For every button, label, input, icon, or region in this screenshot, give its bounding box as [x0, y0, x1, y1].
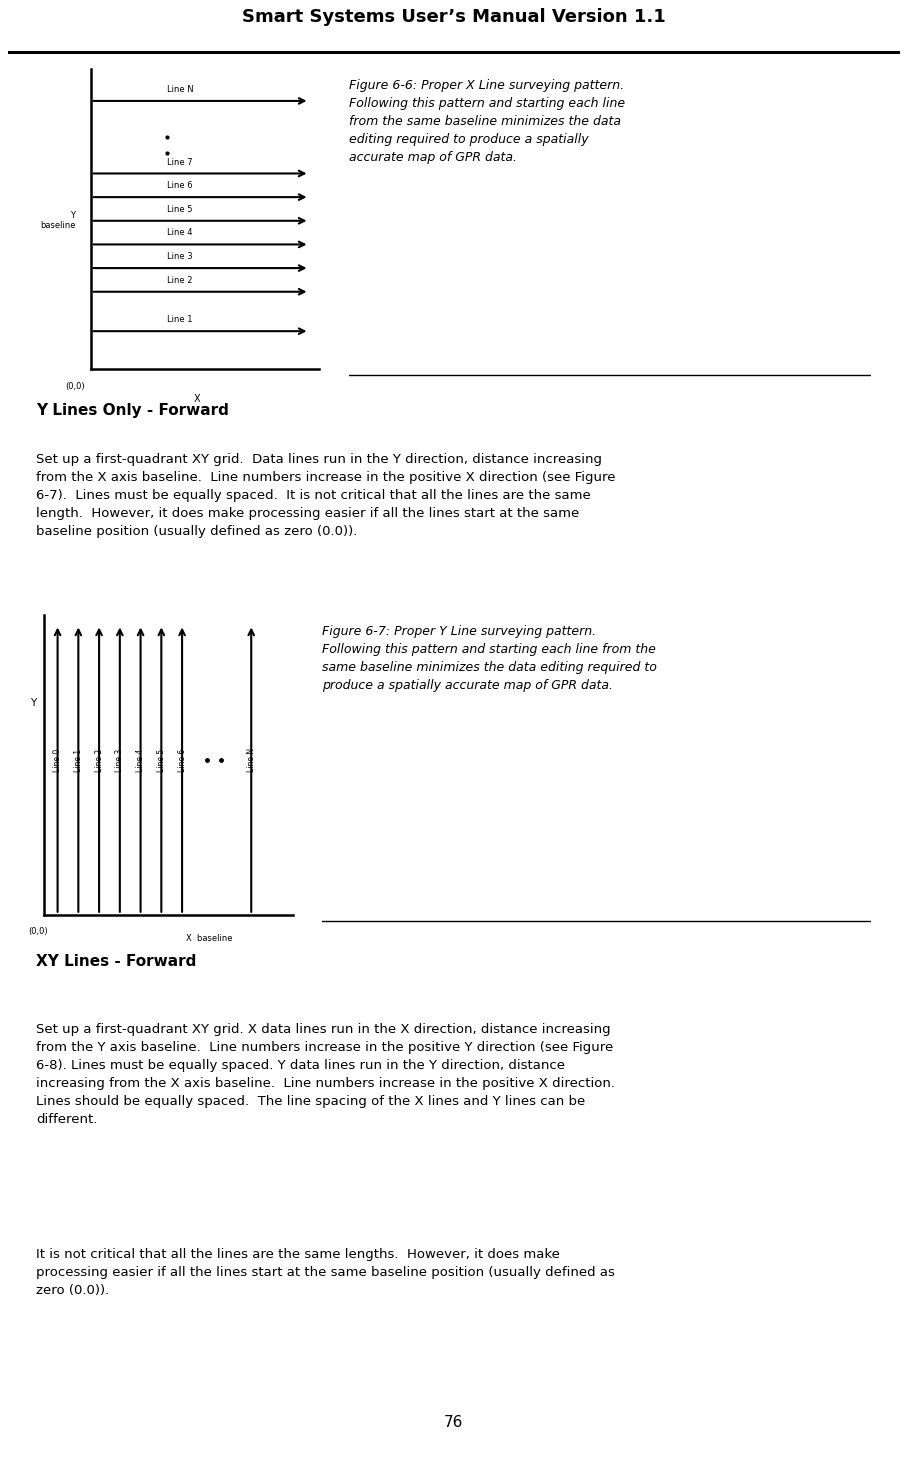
- Text: It is not critical that all the lines are the same lengths.  However, it does ma: It is not critical that all the lines ar…: [36, 1248, 615, 1297]
- Text: Line 0: Line 0: [54, 748, 62, 772]
- Text: Line 5: Line 5: [167, 205, 192, 214]
- Text: Line 6: Line 6: [178, 748, 187, 772]
- Text: (0,0): (0,0): [65, 381, 84, 390]
- Text: 76: 76: [444, 1416, 463, 1430]
- Text: Line 3: Line 3: [167, 252, 192, 261]
- Text: Y
baseline: Y baseline: [40, 211, 75, 230]
- Text: Figure 6-6: Proper X Line surveying pattern.
Following this pattern and starting: Figure 6-6: Proper X Line surveying patt…: [349, 79, 625, 164]
- Text: Set up a first-quadrant XY grid.  Data lines run in the Y direction, distance in: Set up a first-quadrant XY grid. Data li…: [36, 453, 616, 538]
- Text: (0,0): (0,0): [28, 927, 48, 936]
- Text: Line 7: Line 7: [167, 157, 192, 167]
- Text: Line N: Line N: [247, 748, 256, 772]
- Text: Set up a first-quadrant XY grid. X data lines run in the X direction, distance i: Set up a first-quadrant XY grid. X data …: [36, 1022, 615, 1125]
- Text: Line N: Line N: [167, 85, 193, 94]
- Text: Line 6: Line 6: [167, 182, 192, 191]
- Text: Smart Systems User’s Manual Version 1.1: Smart Systems User’s Manual Version 1.1: [241, 9, 666, 26]
- Text: Y Lines Only - Forward: Y Lines Only - Forward: [36, 403, 229, 418]
- Text: Line 2: Line 2: [167, 276, 192, 285]
- Text: Line 4: Line 4: [167, 229, 192, 238]
- Text: Line 1: Line 1: [167, 315, 192, 324]
- Text: Line 4: Line 4: [136, 748, 145, 772]
- Text: Line 1: Line 1: [73, 748, 83, 772]
- Text: X: X: [194, 395, 200, 405]
- Text: XY Lines - Forward: XY Lines - Forward: [36, 954, 197, 968]
- Text: Line 5: Line 5: [157, 748, 166, 772]
- Text: Line 2: Line 2: [94, 748, 103, 772]
- Text: Figure 6-7: Proper Y Line surveying pattern.
Following this pattern and starting: Figure 6-7: Proper Y Line surveying patt…: [322, 625, 657, 691]
- Text: X  baseline: X baseline: [187, 933, 233, 943]
- Text: Y: Y: [30, 698, 35, 709]
- Text: Line 3: Line 3: [115, 748, 124, 772]
